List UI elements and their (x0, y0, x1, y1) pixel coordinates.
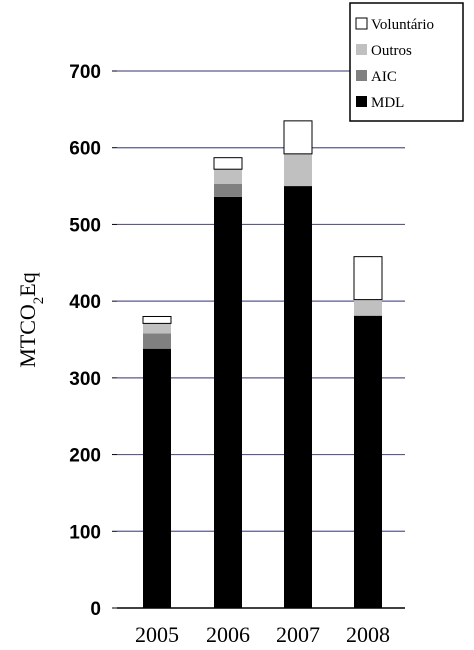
y-tick-label: 400 (69, 292, 101, 313)
legend-swatch (355, 17, 368, 30)
bar-segment-2008-voluntário (353, 256, 383, 301)
legend-label: MDL (371, 95, 404, 111)
y-tick-label: 200 (69, 446, 101, 467)
y-tick-label: 100 (69, 522, 101, 543)
x-tick-label: 2007 (276, 622, 320, 647)
bar-segment-2006-outros (214, 169, 242, 184)
bar-segment-2007-mdl (284, 186, 312, 609)
bar-segment-2006-aic (214, 183, 242, 197)
bar-segment-2008-mdl (354, 315, 382, 608)
legend-label: Outros (371, 43, 412, 59)
bar-segment-2005-aic (143, 333, 171, 349)
bar-segment-2006-mdl (214, 196, 242, 608)
y-tick-labels: 0 100 200 300 400 500 600 700 (69, 62, 101, 620)
legend-label: Voluntário (371, 17, 434, 33)
y-tick-label: 600 (69, 139, 101, 160)
bar-segment-2008-outros (354, 299, 382, 316)
y-tick-label: 300 (69, 369, 101, 390)
y-axis-label-sub: 2 (31, 297, 47, 305)
y-axis-label: MTCO2Eq (15, 272, 47, 368)
legend-swatch (356, 70, 367, 81)
y-tick-label: 0 (90, 599, 101, 620)
y-axis-label-tail: Eq (15, 272, 40, 296)
bar-segment-2005-outros (143, 323, 171, 334)
bar-segment-2005-mdl (143, 348, 171, 608)
y-axis-label-main: MTCO (15, 304, 40, 368)
legend-swatch (356, 96, 367, 107)
x-tick-label: 2008 (346, 622, 390, 647)
bar-segment-2007-outros (284, 153, 312, 187)
legend-box (349, 2, 464, 122)
y-tick-label: 500 (69, 215, 101, 236)
bar-segment-2005-voluntário (142, 315, 172, 324)
legend-label: AIC (371, 69, 397, 85)
legend-swatch (356, 44, 367, 55)
bar-segment-2006-voluntário (213, 157, 243, 170)
bar-segment-2007-voluntário (283, 120, 313, 155)
bars (142, 120, 383, 609)
legend: Voluntário Outros AIC MDL (349, 2, 464, 122)
x-tick-label: 2005 (135, 622, 179, 647)
y-tick-label: 700 (69, 62, 101, 83)
x-tick-labels: 2005 2006 2007 2008 (135, 622, 390, 647)
x-tick-label: 2006 (206, 622, 250, 647)
